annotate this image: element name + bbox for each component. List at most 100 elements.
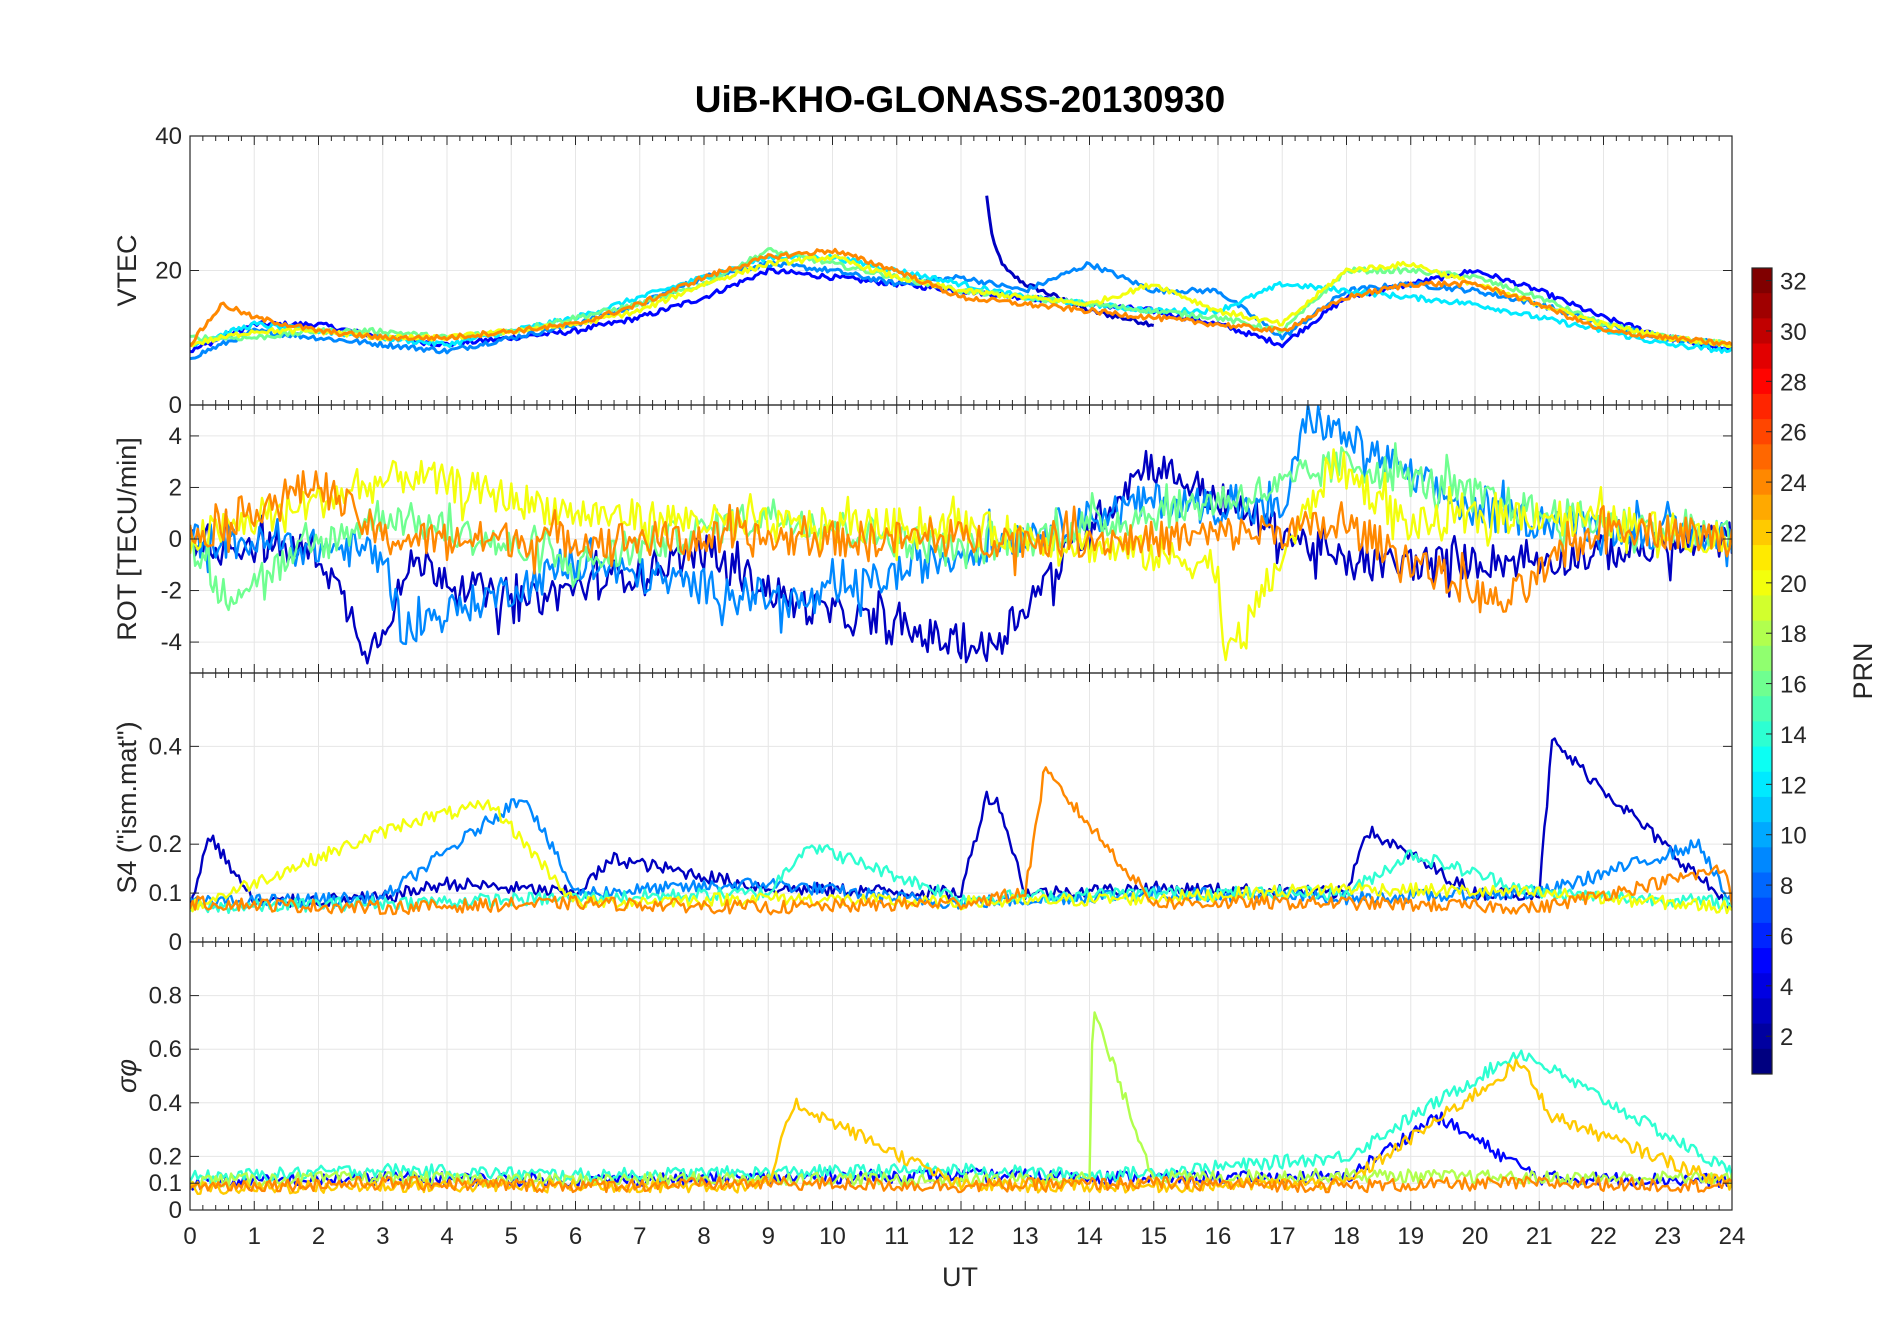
rot-series-prn-3 — [190, 449, 1732, 665]
colorbar-tick-label: 26 — [1780, 420, 1807, 447]
rot-y-tick-label: 4 — [169, 423, 182, 450]
x-tick-label: 8 — [697, 1223, 710, 1250]
colorbar-band — [1752, 318, 1772, 345]
colorbar-tick-label: 2 — [1780, 1024, 1793, 1051]
s4-series-prn-24 — [190, 766, 1732, 916]
x-tick-label: 1 — [248, 1223, 261, 1250]
rot-y-tick-label: 0 — [169, 526, 182, 553]
colorbar-tick-label: 4 — [1780, 974, 1793, 1001]
rot-series-prn-9 — [190, 405, 1732, 646]
colorbar-frame — [1751, 267, 1773, 1075]
x-tick-label: 14 — [1076, 1223, 1103, 1250]
x-tick-label: 7 — [633, 1223, 646, 1250]
x-tick-label: 20 — [1462, 1223, 1489, 1250]
rot-series-prn-24 — [190, 470, 1732, 614]
x-tick-label: 12 — [948, 1223, 975, 1250]
s4-y-tick-label: 0.4 — [149, 733, 182, 760]
x-tick-label: 6 — [569, 1223, 582, 1250]
colorbar-band — [1752, 796, 1772, 823]
sigma-series-prn-14 — [190, 1049, 1732, 1185]
colorbar-tick-label: 18 — [1780, 621, 1807, 648]
x-tick-label: 2 — [312, 1223, 325, 1250]
rot-y-tick-label: -2 — [161, 578, 182, 605]
colorbar-band — [1752, 570, 1772, 596]
sigma-y-axis-label: σφ — [112, 1059, 142, 1093]
colorbar-band — [1752, 268, 1772, 294]
colorbar-band — [1752, 393, 1772, 420]
rot-y-tick-label: -4 — [161, 629, 182, 656]
colorbar-band — [1752, 545, 1772, 571]
colorbar-band — [1752, 293, 1772, 319]
colorbar-band — [1752, 444, 1772, 470]
colorbar-band — [1752, 519, 1772, 546]
colorbar-tick-label: 16 — [1780, 672, 1807, 699]
rot-y-tick-label: 2 — [169, 474, 182, 501]
s4-y-tick-label: 0.1 — [149, 880, 182, 907]
colorbar-band — [1752, 696, 1772, 722]
x-axis-label: UT — [942, 1262, 978, 1292]
colorbar-tick-label: 30 — [1780, 319, 1807, 346]
panel-rot: -4 -2 0 2 4 ROT [TECU/min] — [112, 404, 1733, 674]
colorbar-band — [1752, 721, 1772, 748]
vtec-y-tick-label: 40 — [155, 123, 182, 150]
colorbar-tick-label: 32 — [1780, 269, 1807, 296]
vtec-series-group — [190, 195, 1732, 361]
colorbar-band — [1752, 872, 1772, 899]
x-tick-label: 0 — [183, 1223, 196, 1250]
vtec-y-axis-label: VTEC — [112, 234, 142, 306]
chart-title: UiB-KHO-GLONASS-20130930 — [695, 79, 1225, 120]
colorbar-band — [1752, 746, 1772, 773]
colorbar-tick-label: 8 — [1780, 873, 1793, 900]
colorbar-band — [1752, 368, 1772, 395]
colorbar-tick-label: 12 — [1780, 772, 1807, 799]
colorbar-band — [1752, 1048, 1772, 1075]
sigma-series-group — [190, 1011, 1732, 1196]
colorbar-band — [1752, 595, 1772, 622]
x-tick-label: 24 — [1719, 1223, 1746, 1250]
colorbar-band — [1752, 469, 1772, 496]
vtec-series-prn-24 — [190, 247, 1732, 348]
vtec-y-tick-label: 0 — [169, 392, 182, 419]
colorbar-band — [1752, 494, 1772, 521]
x-tick-label: 23 — [1654, 1223, 1681, 1250]
colorbar-band — [1752, 948, 1772, 974]
colorbar-band — [1752, 620, 1772, 647]
colorbar-label: PRN — [1848, 642, 1878, 699]
s4-y-tick-label: 0 — [169, 929, 182, 956]
colorbar-band — [1752, 847, 1772, 873]
x-tick-label: 19 — [1397, 1223, 1424, 1250]
colorbar-tick-label: 20 — [1780, 571, 1807, 598]
rot-series-group — [190, 405, 1732, 665]
x-tick-label: 18 — [1333, 1223, 1360, 1250]
colorbar-tick-label: 28 — [1780, 369, 1807, 396]
x-tick-label: 16 — [1205, 1223, 1232, 1250]
x-tick-label: 11 — [884, 1223, 909, 1250]
colorbar-band — [1752, 671, 1772, 697]
sigma-y-tick-label: 0 — [169, 1197, 182, 1224]
colorbar-band — [1752, 897, 1772, 924]
colorbar-tick-label: 22 — [1780, 520, 1807, 547]
colorbar-band — [1752, 1023, 1772, 1050]
sigma-y-tick-label: 0.2 — [149, 1143, 182, 1170]
s4-series-prn-14 — [190, 844, 1732, 915]
x-tick-label: 22 — [1590, 1223, 1617, 1250]
panel-sigma: 00.10.2 0.4 0.6 0.8 σφ — [112, 941, 1733, 1224]
colorbar-tick-label: 10 — [1780, 823, 1807, 850]
sigma-y-tick-label: 0.4 — [149, 1090, 182, 1117]
colorbar-tick-label: 14 — [1780, 722, 1807, 749]
rot-series-prn-16 — [190, 442, 1732, 612]
vtec-series-prn-9 — [190, 260, 1732, 361]
x-tick-label: 15 — [1140, 1223, 1167, 1250]
sigma-y-tick-label: 0.6 — [149, 1036, 182, 1063]
vtec-series-prn-12 — [190, 253, 1732, 354]
x-tick-label: 5 — [505, 1223, 518, 1250]
x-tick-label: 17 — [1269, 1223, 1296, 1250]
sigma-y-tick-label: 0.8 — [149, 983, 182, 1010]
vtec-y-tick-label: 20 — [155, 258, 182, 285]
s4-y-tick-label: 0.2 — [149, 831, 182, 858]
sigma-series-prn-24 — [190, 1175, 1732, 1194]
